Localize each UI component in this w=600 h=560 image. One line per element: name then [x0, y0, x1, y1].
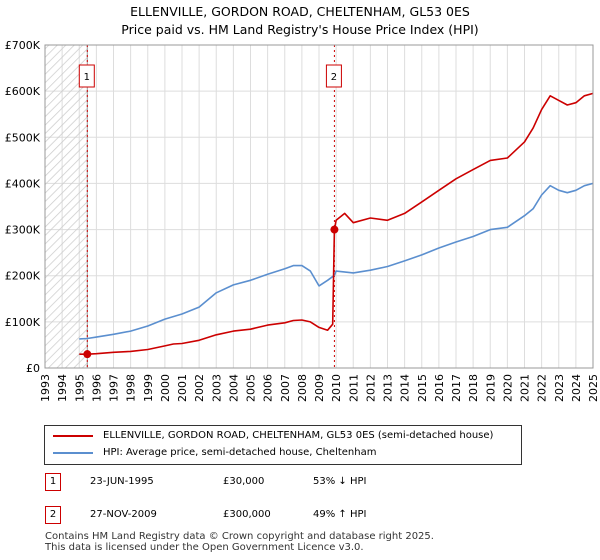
x-tick-label: 2022	[536, 374, 549, 402]
transaction-lines	[86, 45, 335, 368]
transaction-marker-label: 1	[45, 473, 61, 491]
x-tick-label: 2013	[382, 374, 395, 402]
transaction-point	[83, 350, 92, 359]
transaction-hpi-comparison: 49% ↑ HPI	[313, 509, 367, 520]
x-tick-label: 2008	[296, 374, 309, 402]
transaction-date: 23-JUN-1995	[90, 476, 154, 487]
x-tick-label: 2012	[364, 374, 377, 402]
x-tick-label: 2020	[501, 374, 514, 402]
y-tick-label: £0	[26, 362, 40, 375]
transaction-label-text: 1	[84, 72, 90, 83]
x-tick-label: 2011	[347, 374, 360, 402]
y-tick-label: £500K	[5, 131, 41, 144]
pre-data-hatch-region	[45, 45, 88, 368]
x-tick-label: 1997	[108, 374, 121, 402]
footer: Contains HM Land Registry data © Crown c…	[45, 531, 434, 553]
x-tick-label: 2003	[210, 374, 223, 402]
x-tick-label: 2023	[553, 374, 566, 402]
y-tick-label: £300K	[5, 224, 41, 237]
x-tick-label: 2016	[433, 374, 446, 402]
transaction-label-text: 2	[331, 72, 337, 83]
y-tick-label: £700K	[5, 39, 41, 52]
plot-border	[44, 44, 594, 369]
y-tick-label: £100K	[5, 316, 41, 329]
x-tick-label: 2019	[484, 374, 497, 402]
y-tick-label: £600K	[5, 85, 41, 98]
chart-title: ELLENVILLE, GORDON ROAD, CHELTENHAM, GL5…	[130, 4, 470, 19]
hpi-series-line	[79, 182, 594, 340]
transaction-point	[330, 225, 339, 234]
x-tick-label: 2004	[227, 374, 240, 402]
x-tick-label: 2025	[587, 374, 600, 402]
x-tick-label: 2010	[330, 374, 343, 402]
x-tick-label: 1993	[39, 374, 52, 402]
footer-copyright: Contains HM Land Registry data © Crown c…	[45, 531, 434, 542]
x-tick-label: 1994	[56, 374, 69, 402]
y-tick-label: £200K	[5, 270, 41, 283]
x-tick-label: 2014	[399, 374, 412, 402]
x-tick-label: 2021	[519, 374, 532, 402]
x-tick-label: 2024	[570, 374, 583, 402]
x-tick-label: 2002	[193, 374, 206, 402]
legend-swatch-hpi	[53, 452, 93, 454]
chart-subtitle: Price paid vs. HM Land Registry's House …	[121, 22, 479, 37]
x-tick-label: 2006	[262, 374, 275, 402]
x-tick-label: 1996	[90, 374, 103, 402]
x-tick-label: 1998	[125, 374, 138, 402]
legend-label-property: ELLENVILLE, GORDON ROAD, CHELTENHAM, GL5…	[103, 430, 494, 441]
transaction-marker-label: 2	[45, 506, 61, 524]
y-tick-label: £400K	[5, 177, 41, 190]
transaction-hpi-comparison: 53% ↓ HPI	[313, 476, 367, 487]
x-tick-label: 2009	[313, 374, 326, 402]
x-tick-label: 2017	[450, 374, 463, 402]
x-tick-label: 2000	[159, 374, 172, 402]
x-tick-label: 1999	[142, 374, 155, 402]
transaction-label-box	[325, 64, 342, 88]
transaction-label-box	[78, 64, 95, 88]
footer-license: This data is licensed under the Open Gov…	[45, 542, 364, 553]
transaction-price: £300,000	[223, 509, 271, 520]
x-tick-label: 2015	[416, 374, 429, 402]
x-tick-label: 2005	[245, 374, 258, 402]
x-tick-label: 1995	[73, 374, 86, 402]
legend-swatch-property	[53, 435, 93, 437]
legend: ELLENVILLE, GORDON ROAD, CHELTENHAM, GL5…	[44, 425, 522, 465]
axes: £0 £100K £200K £300K £400K £500K £600K £700K 199…	[5, 39, 600, 402]
hatch-area	[45, 45, 88, 368]
x-tick-label: 2018	[467, 374, 480, 402]
x-tick-label: 2001	[176, 374, 189, 402]
transaction-date: 27-NOV-2009	[90, 509, 157, 520]
transaction-price: £30,000	[223, 476, 265, 487]
legend-label-hpi: HPI: Average price, semi-detached house,…	[103, 447, 377, 458]
x-tick-label: 2007	[279, 374, 292, 402]
grid	[44, 44, 594, 369]
